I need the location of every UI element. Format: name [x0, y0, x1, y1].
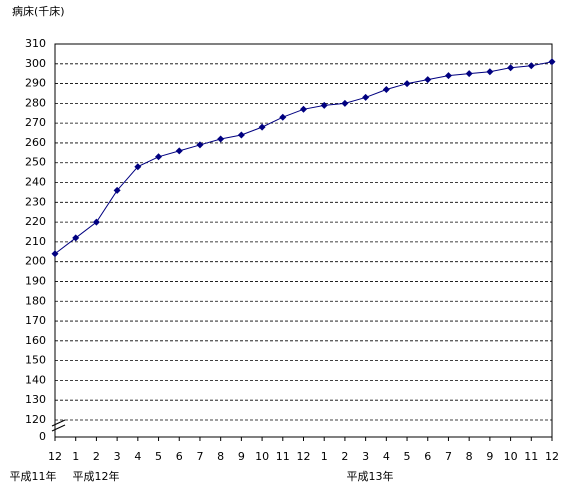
y-tick-label: 130 [25, 393, 46, 406]
x-tick-label: 6 [424, 450, 431, 463]
data-point [320, 101, 328, 109]
y-tick-label: 260 [25, 136, 46, 149]
data-point [237, 131, 245, 139]
y-tick-label: 120 [25, 413, 46, 426]
x-tick-label: 11 [276, 450, 290, 463]
y-tick-label: 310 [25, 37, 46, 50]
x-tick-label: 3 [114, 450, 121, 463]
data-point [258, 123, 266, 131]
x-tick-label: 10 [255, 450, 269, 463]
data-point [217, 135, 225, 143]
data-point [92, 218, 100, 226]
y-tick-label: 300 [25, 57, 46, 70]
year-label: 平成11年 [10, 469, 57, 483]
data-point [341, 99, 349, 107]
x-tick-label: 7 [196, 450, 203, 463]
data-point [300, 105, 307, 113]
data-point [155, 153, 163, 161]
y-origin-label: 0 [39, 430, 46, 443]
x-tick-label: 8 [466, 450, 473, 463]
x-tick-label: 3 [362, 450, 369, 463]
chart-title: 病床(千床) [12, 4, 65, 18]
x-tick-label: 4 [383, 450, 390, 463]
y-tick-label: 240 [25, 176, 46, 189]
data-point [444, 72, 452, 80]
data-point [134, 163, 142, 171]
x-tick-label: 8 [217, 450, 224, 463]
data-point [486, 68, 494, 76]
plot-border [54, 43, 553, 438]
data-point [196, 141, 204, 149]
y-tick-label: 210 [25, 235, 46, 248]
y-tick-label: 180 [25, 294, 46, 307]
data-point [362, 93, 370, 101]
y-tick-label: 290 [25, 77, 46, 90]
x-tick-label: 11 [524, 450, 538, 463]
y-tick-label: 200 [25, 255, 46, 268]
y-tick-label: 190 [25, 274, 46, 287]
x-tick-label: 4 [134, 450, 141, 463]
y-tick-label: 170 [25, 314, 46, 327]
y-tick-label: 220 [25, 215, 46, 228]
x-tick-label: 7 [445, 450, 452, 463]
axis-break [51, 424, 66, 432]
axis-break [51, 419, 66, 427]
data-point [382, 86, 390, 94]
series-line [54, 61, 553, 255]
data-point [72, 234, 80, 242]
x-tick-label: 12 [48, 450, 62, 463]
data-point [113, 186, 121, 194]
x-tick-label: 9 [486, 450, 493, 463]
x-tick-label: 12 [545, 450, 559, 463]
x-tick-label: 5 [155, 450, 162, 463]
x-tick-label: 5 [404, 450, 411, 463]
data-point [279, 113, 287, 121]
x-tick-label: 6 [176, 450, 183, 463]
y-tick-label: 280 [25, 96, 46, 109]
y-tick-label: 250 [25, 156, 46, 169]
year-label: 平成13年 [347, 469, 394, 483]
data-point [403, 80, 411, 88]
x-tick-label: 2 [93, 450, 100, 463]
x-tick-label: 9 [238, 450, 245, 463]
y-tick-label: 230 [25, 195, 46, 208]
data-point [424, 76, 432, 84]
data-point [51, 250, 59, 258]
year-label: 平成12年 [73, 469, 120, 483]
x-tick-label: 1 [321, 450, 328, 463]
x-tick-label: 1 [72, 450, 79, 463]
data-point [548, 58, 556, 66]
data-point [175, 147, 183, 155]
y-tick-label: 270 [25, 116, 46, 129]
data-point [465, 70, 473, 78]
y-tick-label: 140 [25, 373, 46, 386]
data-point [507, 64, 515, 72]
y-tick-label: 160 [25, 334, 46, 347]
data-point [527, 62, 535, 70]
y-tick-label: 150 [25, 354, 46, 367]
x-tick-label: 2 [341, 450, 348, 463]
x-tick-label: 10 [504, 450, 518, 463]
x-tick-label: 12 [297, 450, 311, 463]
